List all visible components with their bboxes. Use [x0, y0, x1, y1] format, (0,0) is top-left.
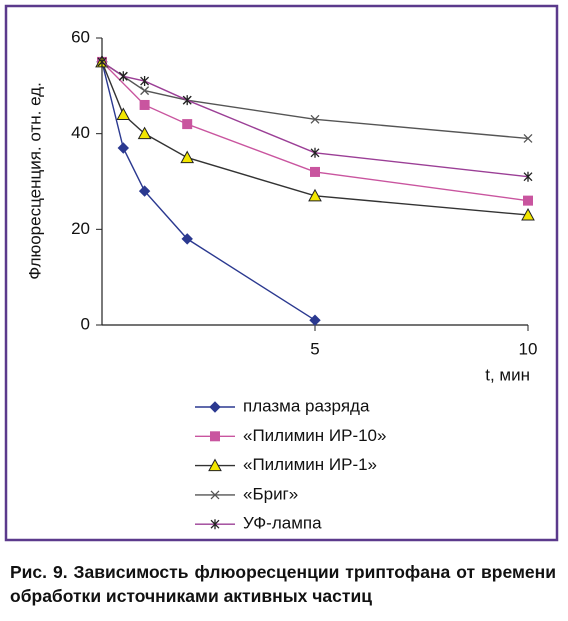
series-line: [101, 61, 529, 216]
marker: [116, 107, 131, 121]
y-axis-label: Флюоресценция. отн. ед.: [25, 82, 44, 280]
marker: [210, 490, 220, 500]
marker: [310, 166, 320, 177]
marker: [210, 431, 220, 442]
marker: [140, 86, 150, 96]
x-tick-label: 5: [310, 339, 319, 358]
marker: [210, 519, 220, 530]
legend-label: УФ-лампа: [243, 514, 322, 533]
caption: Рис. 9. Зависимость флюоресценции трипто…: [10, 562, 556, 606]
marker: [180, 150, 195, 164]
series-line: [101, 61, 529, 178]
marker: [309, 314, 321, 326]
legend-label: «Бриг»: [243, 484, 298, 503]
marker: [209, 401, 221, 413]
y-tick-label: 0: [81, 314, 90, 333]
legend-label: «Пилимин ИР-1»: [243, 455, 377, 474]
marker: [310, 147, 320, 158]
frame: [4, 4, 559, 542]
y-tick-label: 60: [71, 27, 90, 46]
marker: [97, 56, 107, 67]
series-line: [101, 61, 316, 321]
marker: [523, 195, 533, 206]
marker: [523, 171, 533, 182]
series-line: [101, 61, 529, 202]
marker: [137, 126, 152, 140]
marker: [117, 142, 130, 154]
marker: [182, 95, 192, 106]
marker: [310, 114, 320, 124]
legend-label: плазма разряда: [243, 396, 370, 415]
y-tick-label: 20: [71, 219, 90, 238]
marker: [139, 99, 150, 110]
marker: [181, 233, 193, 245]
x-axis-label: t, мин: [485, 365, 530, 384]
marker: [138, 185, 151, 197]
marker: [208, 458, 222, 472]
marker: [521, 207, 535, 221]
series-line: [101, 61, 529, 140]
chart: Флюоресценция. отн. ед. t, мин 0 20 40 60 5 1…: [4, 4, 559, 542]
marker: [182, 119, 193, 130]
marker: [118, 71, 128, 82]
legend-label: «Пилимин ИР-10»: [243, 426, 386, 445]
y-tick-label: 40: [71, 123, 90, 142]
marker: [308, 188, 322, 202]
marker: [140, 76, 150, 87]
x-tick-label: 10: [519, 339, 538, 358]
marker: [523, 133, 533, 143]
